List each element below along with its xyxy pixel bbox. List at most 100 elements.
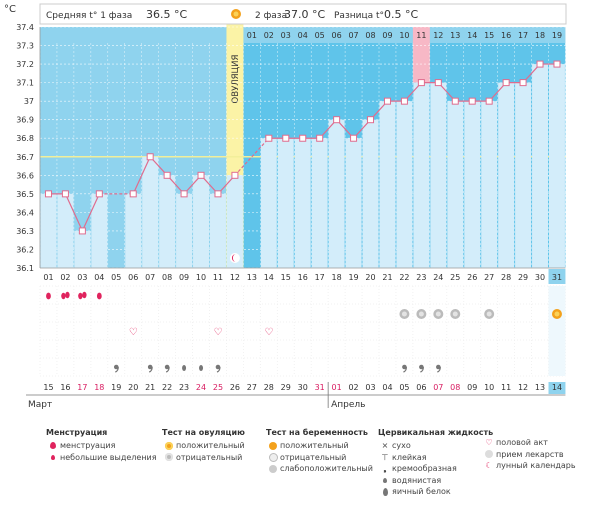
temperature-point: [502, 79, 510, 87]
calendar-date-label: 23: [179, 383, 189, 392]
temperature-point: [44, 190, 52, 198]
calendar-date-label: 16: [60, 383, 70, 392]
temperature-point: [519, 79, 527, 87]
cycle-day-label: 03: [77, 273, 87, 282]
temperature-point: [163, 171, 171, 179]
calendar-date-label: 20: [128, 383, 138, 392]
creamy-icon: [113, 364, 119, 370]
watery-icon: [383, 477, 387, 483]
phase2-day-label: 06: [332, 31, 342, 40]
lunar-marker: [229, 253, 240, 263]
creamy-icon: ❟: [383, 464, 387, 473]
temperature-point: [61, 190, 69, 198]
marker-area: [40, 286, 566, 382]
creamy-tail: [420, 366, 424, 373]
temperature-point: [78, 227, 86, 235]
temperature-point: [231, 171, 239, 179]
temperature-point: [451, 97, 459, 105]
heart-icon: ♡: [129, 327, 138, 338]
y-tick-label: 36.7: [16, 153, 34, 162]
temperature-point: [468, 97, 476, 105]
temperature-columns: [40, 64, 565, 269]
calendar-date-label: 13: [535, 383, 545, 392]
y-tick-label: 37: [24, 97, 34, 106]
creamy-icon: [215, 364, 221, 370]
phase2-day-label: 11: [416, 31, 426, 40]
drop-icon: [96, 292, 102, 300]
temperature-segment: [234, 137, 270, 176]
legend-cervical: Цервикальная жидкость × сухо ⊤ клейкая ❟ кр…: [378, 428, 493, 498]
cycle-day-label: 19: [348, 273, 358, 282]
legend-item: сухо: [392, 441, 411, 450]
temperature-column: [260, 138, 277, 268]
cycle-day-label: 25: [450, 273, 460, 282]
creamy-icon: [419, 364, 424, 370]
highlight-column: [548, 286, 566, 376]
temperature-column: [413, 82, 430, 268]
temperature-column: [464, 101, 481, 269]
ovulation-label: ОВУЛЯЦИЯ: [231, 54, 241, 103]
pregnancy-negative-icon: [268, 452, 278, 462]
phase2-day-label: 05: [315, 31, 325, 40]
test-icon-center: [452, 311, 458, 317]
cycle-day-label: 02: [60, 273, 70, 282]
temperature-column: [362, 119, 379, 268]
temperature-column: [159, 175, 176, 268]
cycle-day-label: 30: [535, 273, 545, 282]
temperature-column: [125, 193, 142, 268]
cycle-day-label: 13: [247, 273, 257, 282]
legend-item: отрицательный: [280, 452, 347, 462]
calendar-date-label: 26: [230, 383, 240, 392]
temperature-line: [44, 60, 561, 263]
temperature-point: [367, 116, 375, 124]
calendar-date-label: 21: [145, 383, 155, 392]
temperature-column: [74, 230, 91, 268]
temperature-point: [316, 134, 324, 142]
temperature-point: [180, 190, 188, 198]
calendar-date-label: 17: [77, 383, 87, 392]
legend-item: половой акт: [496, 438, 548, 447]
watery-icon: [199, 365, 204, 371]
cycle-day-label: 17: [315, 273, 325, 282]
phase2-day-label: 19: [552, 31, 562, 40]
temperature-column: [91, 193, 108, 268]
temperature-point: [350, 134, 358, 142]
calendar-date-label: 14: [552, 383, 562, 392]
temperature-column: [532, 64, 548, 268]
phase2-day-label: 14: [467, 31, 477, 40]
cycle-day-label: 04: [94, 273, 104, 282]
legend-pregnancy-test: Тест на беременность положительный отриц…: [266, 428, 373, 475]
legend-item: небольшие выделения: [60, 452, 157, 462]
temperature-column: [396, 101, 413, 269]
calendar-date-label: 15: [43, 383, 53, 392]
temperature-point: [333, 116, 341, 124]
phase2-day-label: 12: [433, 31, 443, 40]
temperature-column: [142, 156, 159, 268]
y-tick-label: 36.6: [16, 171, 34, 180]
pill-icon: [485, 450, 493, 458]
temperature-point: [553, 60, 561, 68]
cycle-day-label: 31: [552, 273, 562, 282]
diff-label: Разница t°: [334, 11, 384, 21]
creamy-icon: [147, 364, 153, 370]
legend-ovulation-test: Тест на овуляцию положительный отрицател…: [162, 428, 245, 463]
legend-title: Тест на беременность: [266, 428, 368, 437]
legend-item: положительный: [280, 441, 349, 450]
header: Средняя t° 1 фаза 36.5 °C 2 фаза 37.0 °C…: [39, 3, 567, 25]
temperature-point: [282, 134, 290, 142]
calendar-date-label: 10: [484, 383, 494, 392]
cycle-day-label: 29: [518, 273, 528, 282]
y-tick-label: 36.4: [16, 208, 34, 217]
calendar-date-label: 12: [518, 383, 528, 392]
phase2-value: 37.0 °C: [284, 8, 325, 21]
temperature-segment: [64, 193, 83, 232]
diff-value: 0.5 °C: [384, 8, 418, 21]
calendar-date-label: 04: [382, 383, 392, 392]
cycle-day-label: 06: [128, 273, 138, 282]
legend-item: отрицательный: [176, 452, 243, 462]
phase2-day-label: 09: [382, 31, 392, 40]
temperature-column: [57, 193, 74, 268]
test-icon-center: [554, 311, 560, 317]
phase2-day-label: 18: [535, 31, 545, 40]
heart-icon: ♡: [485, 438, 493, 447]
